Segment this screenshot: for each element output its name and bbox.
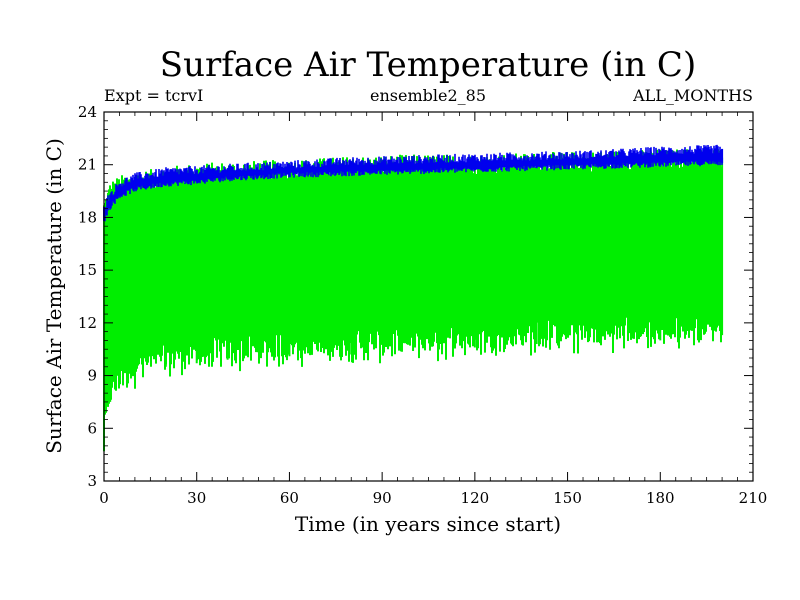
- plot-frame: [103, 111, 754, 482]
- y-tick-label: 21: [78, 156, 97, 174]
- series-green: [103, 149, 724, 452]
- y-tick-label: 6: [87, 419, 97, 437]
- chart-title: Surface Air Temperature (in C): [160, 45, 696, 85]
- x-tick-label: 30: [187, 489, 206, 507]
- y-tick-label: 9: [87, 367, 97, 385]
- subtitle-center: ensemble2_85: [370, 86, 486, 105]
- y-tick-label: 24: [78, 103, 97, 121]
- x-tick-label: 120: [461, 489, 490, 507]
- subtitle-left: Expt = tcrvI: [104, 86, 203, 105]
- x-tick-label: 210: [739, 489, 768, 507]
- subtitle-right: ALL_MONTHS: [632, 86, 753, 105]
- x-tick-label: 60: [280, 489, 299, 507]
- x-tick-label: 150: [553, 489, 582, 507]
- y-axis-label: Surface Air Temperature (in C): [42, 138, 66, 454]
- x-tick-label: 90: [373, 489, 392, 507]
- x-axis-label: Time (in years since start): [295, 512, 561, 536]
- y-tick-label: 3: [87, 472, 97, 490]
- x-tick-label: 180: [646, 489, 675, 507]
- series-layer: [103, 144, 724, 452]
- x-tick-label: 0: [99, 489, 109, 507]
- y-tick-label: 12: [78, 314, 97, 332]
- y-tick-label: 15: [78, 261, 97, 279]
- y-tick-label: 18: [78, 208, 97, 226]
- ticks-layer: 3 6 9 12 15 18 21 24 0 30 60 90 120 150 180 210: [78, 103, 767, 507]
